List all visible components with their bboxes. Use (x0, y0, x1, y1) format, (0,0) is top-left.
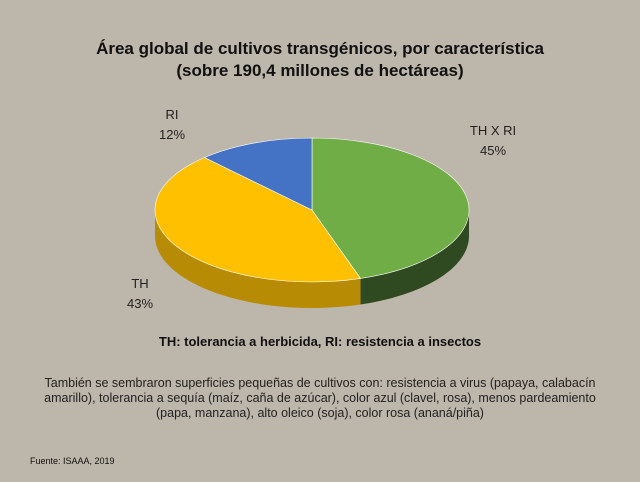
chart-title-line1: Área global de cultivos transgénicos, po… (96, 39, 544, 58)
pie-chart: TH X RI 45% TH 43% RI 12% (127, 107, 516, 311)
slice-label-th-x-ri: TH X RI (470, 123, 516, 138)
slice-value-th: 43% (127, 296, 153, 311)
chart-title-line2: (sobre 190,4 millones de hectáreas) (176, 61, 464, 80)
slice-value-ri: 12% (159, 127, 185, 142)
pie-side-th-x-ri (360, 210, 469, 305)
source-note: Fuente: ISAAA, 2019 (30, 456, 115, 466)
pie-side-th (155, 210, 361, 308)
pie-slice-ri (203, 137, 313, 211)
pie-slice-th-x-ri (311, 137, 470, 279)
pie-slice-th (154, 157, 362, 283)
slice-label-th: TH (131, 276, 148, 291)
chart-title: Área global de cultivos transgénicos, po… (0, 38, 640, 82)
footnote: También se sembraron superficies pequeña… (44, 376, 596, 420)
legend-note: TH: tolerancia a herbicida, RI: resisten… (158, 334, 482, 349)
slice-label-ri: RI (166, 107, 179, 122)
slice-value-th-x-ri: 45% (480, 143, 506, 158)
